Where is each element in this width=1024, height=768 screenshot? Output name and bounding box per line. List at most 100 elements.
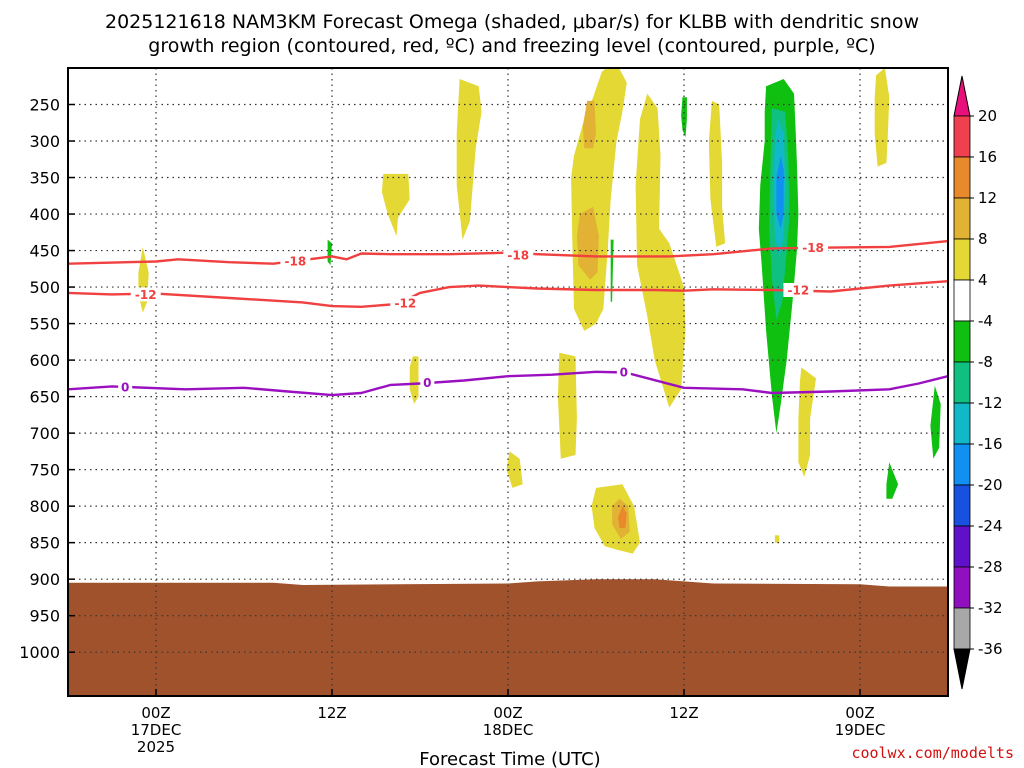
omega-region-14 bbox=[576, 206, 599, 280]
x-tick-label: 17DEC bbox=[131, 721, 182, 739]
y-tick-label: 550 bbox=[29, 315, 60, 334]
x-tick-label: 12Z bbox=[669, 704, 698, 722]
omega-shading-layer bbox=[138, 68, 941, 554]
y-tick-label: 1000 bbox=[19, 643, 60, 662]
colorbar-label: -28 bbox=[978, 558, 1003, 576]
contour-line--12C bbox=[68, 280, 948, 308]
contour-label: -12 bbox=[135, 288, 157, 302]
omega-region-2 bbox=[409, 356, 419, 404]
colorbar-segment bbox=[953, 156, 971, 199]
chart-title-line-2: growth region (contoured, red, ºC) and f… bbox=[148, 35, 875, 57]
colorbar-segment bbox=[953, 320, 971, 363]
colorbar-top-arrow bbox=[953, 75, 971, 117]
omega-region-16 bbox=[618, 506, 627, 528]
omega-region-22 bbox=[886, 462, 899, 499]
omega-region-12 bbox=[774, 535, 780, 543]
y-tick-label: 800 bbox=[29, 497, 60, 516]
x-tick-label: 18DEC bbox=[483, 721, 534, 739]
colorbar-label: -4 bbox=[978, 312, 993, 330]
colorbar-label: 20 bbox=[978, 107, 997, 125]
contour-label-bg bbox=[798, 240, 829, 255]
omega-region-1 bbox=[381, 173, 410, 236]
omega-region-3 bbox=[456, 79, 482, 240]
y-tick-label: 250 bbox=[29, 96, 60, 115]
colorbar-label: -36 bbox=[978, 640, 1003, 658]
y-tick-label: 650 bbox=[29, 388, 60, 407]
x-tick-label: 12Z bbox=[317, 704, 346, 722]
contour-line--18C bbox=[68, 239, 948, 265]
y-tick-label: 600 bbox=[29, 351, 60, 370]
omega-region-13 bbox=[582, 100, 596, 149]
contour-label: 0 bbox=[423, 376, 431, 390]
y-tick-label: 900 bbox=[29, 570, 60, 589]
contour-label-bg bbox=[783, 282, 814, 297]
y-tick-label: 850 bbox=[29, 534, 60, 553]
colorbar-label: 4 bbox=[978, 271, 988, 289]
omega-region-17 bbox=[327, 239, 332, 266]
y-tick-label: 450 bbox=[29, 242, 60, 261]
x-axis-label: Forecast Time (UTC) bbox=[419, 749, 600, 768]
omega-region-10 bbox=[798, 367, 816, 477]
colorbar-label: 16 bbox=[978, 148, 997, 166]
y-tick-label: 350 bbox=[29, 169, 60, 188]
y-tick-label: 950 bbox=[29, 607, 60, 626]
colorbar-label: 12 bbox=[978, 189, 997, 207]
terrain-fill bbox=[68, 579, 948, 696]
y-tick-label: 700 bbox=[29, 424, 60, 443]
colorbar-label: -20 bbox=[978, 476, 1003, 494]
colorbar-segment bbox=[953, 484, 971, 527]
contour-label-bg bbox=[616, 364, 631, 379]
contour-label-bg bbox=[420, 375, 435, 390]
contour-label-bg bbox=[280, 253, 311, 268]
colorbar-label: -8 bbox=[978, 353, 993, 371]
contour-label: 0 bbox=[121, 381, 129, 395]
omega-region-8 bbox=[708, 100, 726, 247]
colorbar-segment bbox=[953, 238, 971, 281]
y-axis-ticks: 250 300 350 400 450 500 550 600 650 700 750 800 850 9… bbox=[19, 96, 75, 662]
y-tick-label: 500 bbox=[29, 278, 60, 297]
omega-region-7 bbox=[635, 93, 686, 408]
x-tick-label: 00Z bbox=[845, 704, 874, 722]
contour-label-bg bbox=[118, 380, 133, 395]
colorbar-segment bbox=[953, 443, 971, 486]
y-tick-label: 300 bbox=[29, 132, 60, 151]
y-tick-label: 400 bbox=[29, 205, 60, 224]
contour-label: -18 bbox=[507, 248, 529, 262]
colorbar-label: 8 bbox=[978, 230, 988, 248]
credit-text: coolwx.com/modelts bbox=[851, 744, 1014, 762]
y-tick-label: 750 bbox=[29, 461, 60, 480]
omega-region-11 bbox=[874, 68, 890, 167]
colorbar-segment bbox=[953, 566, 971, 609]
colorbar-segment bbox=[953, 197, 971, 240]
contour-label: 0 bbox=[620, 365, 628, 379]
colorbar-segment bbox=[953, 525, 971, 568]
colorbar-label: -32 bbox=[978, 599, 1003, 617]
chart-title-line-1: 2025121618 NAM3KM Forecast Omega (shaded… bbox=[105, 11, 919, 33]
contour-label: -18 bbox=[284, 254, 306, 268]
omega-region-5 bbox=[557, 352, 577, 459]
omega-region-19 bbox=[681, 97, 687, 138]
colorbar-segment bbox=[953, 361, 971, 404]
x-tick-label: 00Z bbox=[493, 704, 522, 722]
contour-label-bg bbox=[130, 287, 161, 302]
omega-region-25 bbox=[776, 155, 784, 229]
colorbar-label: -16 bbox=[978, 435, 1003, 453]
colorbar-label: -24 bbox=[978, 517, 1003, 535]
contour-label: -12 bbox=[394, 297, 416, 311]
colorbar-segment bbox=[953, 279, 971, 322]
omega-region-18 bbox=[610, 239, 614, 302]
x-tick-label: 00Z bbox=[141, 704, 170, 722]
x-tick-label: 19DEC bbox=[835, 721, 886, 739]
colorbar-segment bbox=[953, 115, 971, 158]
contour-label: -18 bbox=[802, 241, 824, 255]
colorbar-bottom-arrow bbox=[953, 648, 971, 690]
x-tick-label: 2025 bbox=[137, 738, 175, 756]
contour-label-bg bbox=[390, 296, 421, 311]
colorbar-segment bbox=[953, 607, 971, 650]
colorbar-segment bbox=[953, 402, 971, 445]
contour-line-0C bbox=[68, 370, 948, 397]
contour-layer: -18 -18 -18 -12 -12 -12 0 0 0 bbox=[68, 239, 948, 397]
contour-label-bg bbox=[503, 247, 534, 262]
